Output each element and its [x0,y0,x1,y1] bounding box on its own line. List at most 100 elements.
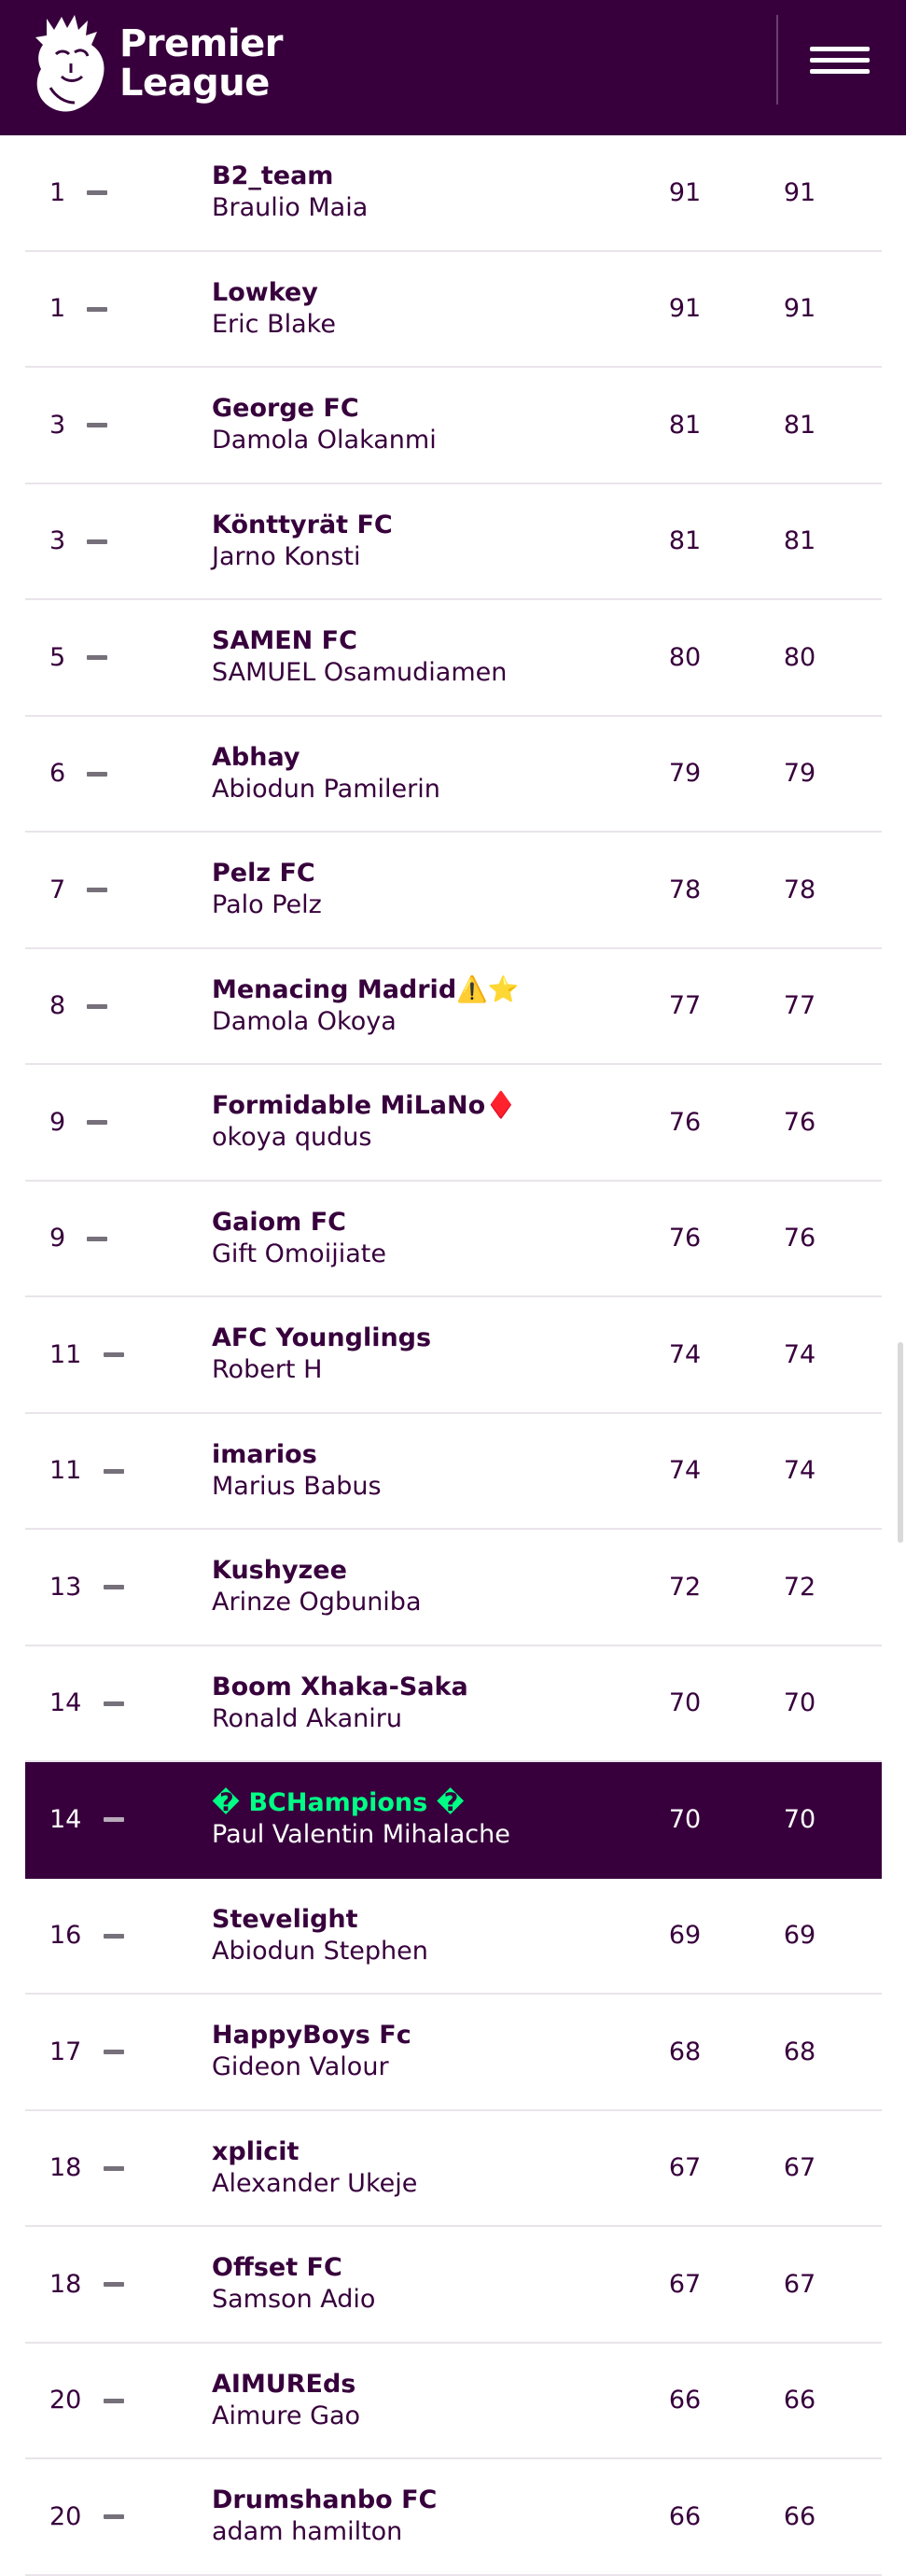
total-points: 81 [783,410,816,440]
team-cell[interactable]: Drumshanbo FC adam hamilton [212,2459,437,2574]
table-row[interactable]: 18 xplicit Alexander Ukeje 67 67 [25,2111,882,2227]
team-name[interactable]: Pelz FC [212,859,315,889]
team-cell[interactable]: Menacing Madrid⚠️⭐ Damola Okoya [212,949,519,1064]
team-name[interactable]: Stevelight [212,1904,358,1934]
menu-bar [810,47,870,51]
team-name[interactable]: Könttyrät FC [212,510,393,539]
manager-name: Eric Blake [212,309,336,339]
team-name[interactable]: HappyBoys Fc [212,2021,411,2051]
manager-name: Damola Okoya [212,1006,397,1036]
no-change-dash-icon [87,539,107,544]
table-row[interactable]: 3 George FC Damola Olakanmi 81 81 [25,368,882,484]
table-row-selected[interactable]: 14 � BCHampions � Paul Valentin Mihalache 7… [25,1762,882,1879]
table-row[interactable]: 5 SAMEN FC SAMUEL Osamudiamen 80 80 [25,600,882,717]
logo-line-1: Premier [119,22,283,65]
team-cell[interactable]: Könttyrät FC Jarno Konsti [212,484,393,599]
team-name[interactable]: � BCHampions � [212,1788,465,1818]
team-cell[interactable]: Kushyzee Arinze Ogbuniba [212,1530,422,1645]
team-name[interactable]: Offset FC [212,2253,342,2283]
table-row[interactable]: 11 imarios Marius Babus 74 74 [25,1414,882,1530]
team-cell[interactable]: HappyBoys Fc Gideon Valour [212,1995,411,2109]
team-cell[interactable]: SAMEN FC SAMUEL Osamudiamen [212,600,507,715]
gameweek-points: 70 [668,1688,702,1718]
lion-icon [35,15,105,112]
team-cell[interactable]: xplicit Alexander Ukeje [212,2111,417,2226]
total-points: 67 [783,2269,816,2299]
team-name[interactable]: SAMEN FC [212,626,357,656]
team-name[interactable]: Kushyzee [212,1556,347,1586]
team-name[interactable]: B2_team [212,161,334,191]
rank: 17 [49,2037,82,2066]
table-row[interactable]: 20 Drumshanbo FC adam hamilton 66 66 [25,2459,882,2576]
total-points: 70 [783,1688,816,1718]
table-row[interactable]: 8 Menacing Madrid⚠️⭐ Damola Okoya 77 77 [25,949,882,1065]
table-row[interactable]: 11 AFC Younglings Robert H 74 74 [25,1297,882,1414]
table-row[interactable]: 7 Pelz FC Palo Pelz 78 78 [25,833,882,949]
team-cell[interactable]: � BCHampions � Paul Valentin Mihalache [212,1762,510,1877]
table-row[interactable]: 14 Boom Xhaka-Saka Ronald Akaniru 70 70 [25,1646,882,1762]
rank: 20 [49,2386,82,2415]
no-change-dash-icon [104,2398,124,2403]
team-cell[interactable]: imarios Marius Babus [212,1414,382,1529]
table-row[interactable]: 13 Kushyzee Arinze Ogbuniba 72 72 [25,1530,882,1646]
table-row[interactable]: 6 Abhay Abiodun Pamilerin 79 79 [25,717,882,833]
team-cell[interactable]: Formidable MiLaNo♦️ okoya qudus [212,1065,517,1180]
team-name[interactable]: AFC Younglings [212,1323,432,1353]
team-name[interactable]: xplicit [212,2136,300,2166]
manager-name: Samson Adio [212,2285,376,2315]
scrollbar[interactable] [898,1342,903,1543]
manager-name: SAMUEL Osamudiamen [212,658,508,688]
team-cell[interactable]: Gaiom FC Gift Omoijiate [212,1182,386,1296]
gameweek-points: 67 [668,2269,702,2299]
table-row[interactable]: 1 Lowkey Eric Blake 91 91 [25,252,882,368]
hamburger-menu-icon[interactable] [810,41,870,80]
table-row[interactable]: 9 Formidable MiLaNo♦️ okoya qudus 76 76 [25,1065,882,1182]
team-cell[interactable]: Pelz FC Palo Pelz [212,833,322,947]
team-name[interactable]: AIMUREds [212,2369,356,2399]
no-change-dash-icon [87,1003,107,1009]
gameweek-points: 77 [668,991,702,1021]
no-change-dash-icon [87,190,107,196]
total-points: 76 [783,1107,816,1137]
team-name[interactable]: Gaiom FC [212,1207,346,1237]
premier-league-logo[interactable]: Premier League [28,11,283,116]
total-points: 67 [783,2153,816,2183]
total-points: 74 [783,1339,816,1369]
total-points: 66 [783,2386,816,2415]
manager-name: okoya qudus [212,1123,372,1153]
table-row[interactable]: 17 HappyBoys Fc Gideon Valour 68 68 [25,1995,882,2111]
team-cell[interactable]: Lowkey Eric Blake [212,252,336,367]
team-cell[interactable]: Boom Xhaka-Saka Ronald Akaniru [212,1646,468,1761]
manager-name: Damola Olakanmi [212,426,437,455]
team-cell[interactable]: AIMUREds Aimure Gao [212,2344,360,2458]
table-row[interactable]: 1 B2_team Braulio Maia 91 91 [25,135,882,252]
no-change-dash-icon [87,1236,107,1241]
manager-name: Arinze Ogbuniba [212,1588,422,1617]
table-row[interactable]: 20 AIMUREds Aimure Gao 66 66 [25,2344,882,2459]
league-standings-table: 1 B2_team Braulio Maia 91 91 1 Lowkey Eric Blak… [25,135,882,2576]
gameweek-points: 76 [668,1107,702,1137]
team-name[interactable]: Drumshanbo FC [212,2485,438,2515]
team-name[interactable]: Boom Xhaka-Saka [212,1672,468,1701]
no-change-dash-icon [87,1120,107,1126]
table-row[interactable]: 18 Offset FC Samson Adio 67 67 [25,2227,882,2344]
team-name[interactable]: Formidable MiLaNo♦️ [212,1091,517,1121]
team-cell[interactable]: B2_team Braulio Maia [212,135,368,250]
team-name[interactable]: imarios [212,1439,317,1469]
team-cell[interactable]: Offset FC Samson Adio [212,2227,375,2342]
table-row[interactable]: 16 Stevelight Abiodun Stephen 69 69 [25,1879,882,1995]
team-cell[interactable]: Stevelight Abiodun Stephen [212,1879,428,1994]
table-row[interactable]: 3 Könttyrät FC Jarno Konsti 81 81 [25,484,882,600]
team-name[interactable]: Abhay [212,742,300,772]
team-name[interactable]: Menacing Madrid⚠️⭐ [212,974,520,1004]
team-cell[interactable]: AFC Younglings Robert H [212,1297,431,1412]
team-name[interactable]: George FC [212,394,359,424]
team-name[interactable]: Lowkey [212,277,318,307]
table-row[interactable]: 9 Gaiom FC Gift Omoijiate 76 76 [25,1182,882,1297]
rank: 11 [49,1339,82,1369]
manager-name: Abiodun Pamilerin [212,774,440,804]
team-cell[interactable]: George FC Damola Olakanmi [212,368,437,483]
team-cell[interactable]: Abhay Abiodun Pamilerin [212,717,440,832]
gameweek-points: 91 [668,294,702,324]
manager-name: Abiodun Stephen [212,1936,428,1966]
